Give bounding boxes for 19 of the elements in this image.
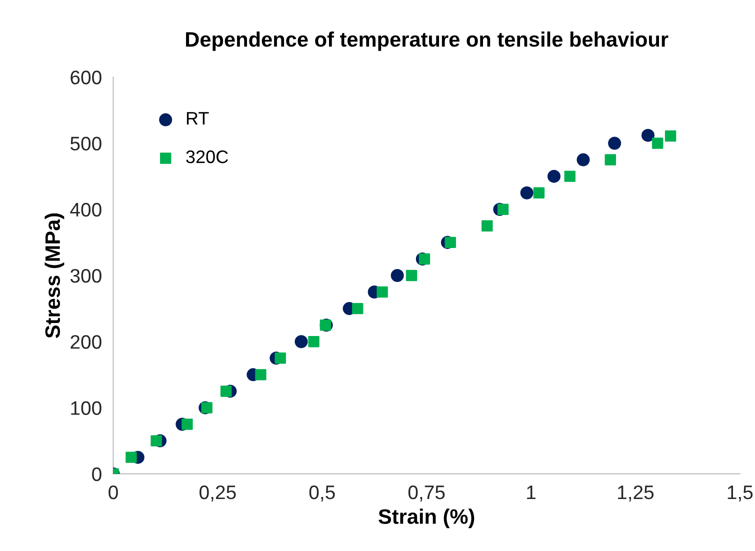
x-tick-label: 0,5 [309, 485, 335, 502]
x-tick-label: 0,25 [200, 485, 236, 502]
chart-title: Dependence of temperature on tensile behaviour [186, 31, 668, 51]
y-axis-title: Stress (MPa) [44, 213, 64, 338]
y-tick-label: 600 [70, 70, 102, 84]
legend-label: 320C [186, 150, 228, 164]
y-tick-label: 300 [70, 268, 102, 283]
x-tick-label: 1 [527, 486, 536, 500]
y-tick-label: 400 [70, 202, 102, 217]
y-tick-label: 200 [70, 335, 102, 349]
x-tick-label: 0 [108, 485, 118, 500]
y-tick-label: 500 [70, 136, 102, 150]
x-tick-label: 1,25 [618, 485, 654, 502]
legend-label: RT [186, 112, 209, 125]
y-tick-label: 100 [71, 401, 102, 415]
x-axis-title: Strain (%) [378, 508, 474, 528]
x-tick-label: 1,5 [728, 486, 753, 502]
y-tick-label: 0 [92, 467, 102, 482]
x-tick-label: 0,75 [408, 485, 445, 502]
